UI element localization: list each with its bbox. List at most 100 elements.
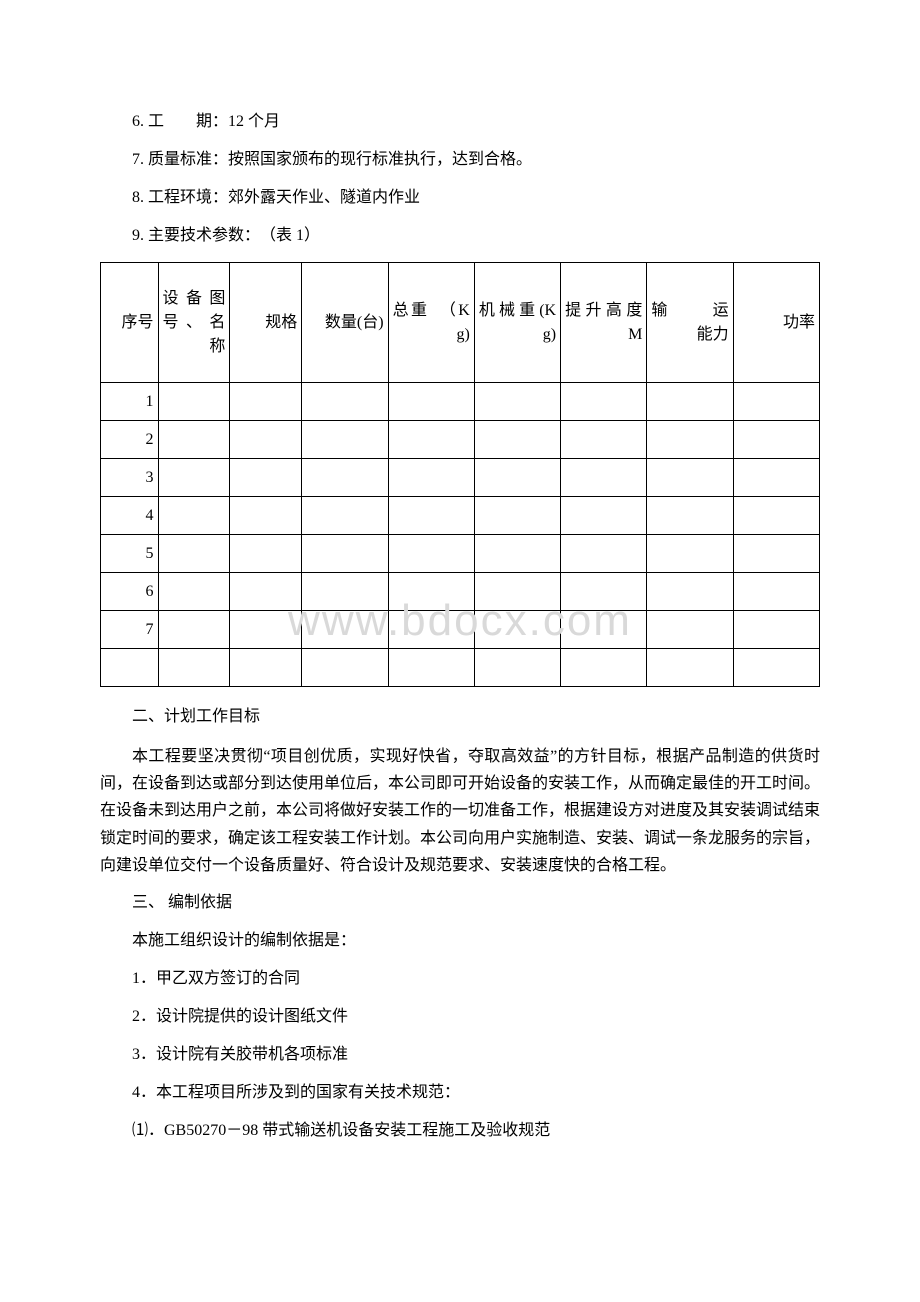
cell [230, 497, 302, 535]
col-capacity: 输运 能力 [647, 263, 733, 383]
cell-seq: 3 [101, 459, 159, 497]
item-9: 9. 主要技术参数： （表 1） [100, 224, 820, 248]
cell [733, 459, 819, 497]
cell [733, 649, 819, 687]
cell [474, 649, 560, 687]
table-header-row: 序号 设备图号、名称 规格 数量(台) 总重 （Kg) 机械重(Kg) 提升高度… [101, 263, 820, 383]
cell [388, 611, 474, 649]
cell [474, 535, 560, 573]
cell [302, 383, 388, 421]
cell [302, 649, 388, 687]
cell [388, 497, 474, 535]
cell [158, 649, 230, 687]
cell [230, 383, 302, 421]
cell [158, 535, 230, 573]
cell [388, 421, 474, 459]
section2-body: 本工程要坚决贯彻“项目创优质，实现好快省，夺取高效益”的方针目标，根据产品制造的… [100, 743, 820, 879]
table-row: 5 [101, 535, 820, 573]
section2-heading: 二、计划工作目标 [100, 705, 820, 729]
cell [733, 611, 819, 649]
cell [230, 573, 302, 611]
cell [230, 421, 302, 459]
basis-3: 3．设计院有关胶带机各项标准 [100, 1043, 820, 1067]
cell [561, 421, 647, 459]
section3-intro: 本施工组织设计的编制依据是： [100, 929, 820, 953]
cell [302, 459, 388, 497]
cell [561, 459, 647, 497]
col-spec: 规格 [230, 263, 302, 383]
col-power: 功率 [733, 263, 819, 383]
item-7: 7. 质量标准：按照国家颁布的现行标准执行，达到合格。 [100, 148, 820, 172]
cell [388, 649, 474, 687]
table-row: 3 [101, 459, 820, 497]
item-8: 8. 工程环境：郊外露天作业、隧道内作业 [100, 186, 820, 210]
cell-seq: 4 [101, 497, 159, 535]
cell [388, 459, 474, 497]
table-row: 7 [101, 611, 820, 649]
cell [230, 611, 302, 649]
cell [474, 573, 560, 611]
cell [474, 459, 560, 497]
cell [561, 497, 647, 535]
cell [302, 573, 388, 611]
cell [474, 611, 560, 649]
cell [302, 535, 388, 573]
cell-seq: 1 [101, 383, 159, 421]
col-lift-h: 提升高度 M [561, 263, 647, 383]
col-total-wt: 总重 （Kg) [388, 263, 474, 383]
cell [647, 573, 733, 611]
cell [158, 459, 230, 497]
cell [302, 421, 388, 459]
cell [647, 459, 733, 497]
cell [388, 573, 474, 611]
basis-4: 4．本工程项目所涉及到的国家有关技术规范： [100, 1081, 820, 1105]
cell [733, 421, 819, 459]
cell [647, 611, 733, 649]
cell [561, 611, 647, 649]
cell [158, 573, 230, 611]
cell [647, 497, 733, 535]
spec-table: 序号 设备图号、名称 规格 数量(台) 总重 （Kg) 机械重(Kg) 提升高度… [100, 262, 820, 687]
item-6: 6. 工 期：12 个月 [100, 110, 820, 134]
cell [230, 649, 302, 687]
col-mech-wt: 机械重(Kg) [474, 263, 560, 383]
table-row: 4 [101, 497, 820, 535]
cell-seq: 5 [101, 535, 159, 573]
cell [561, 383, 647, 421]
cell [474, 421, 560, 459]
cell [733, 573, 819, 611]
cell [302, 497, 388, 535]
table-row: 6 [101, 573, 820, 611]
table-row: 2 [101, 421, 820, 459]
cell [647, 649, 733, 687]
cell [158, 421, 230, 459]
cell [733, 497, 819, 535]
cell [388, 383, 474, 421]
col-seq: 序号 [101, 263, 159, 383]
cell [230, 459, 302, 497]
cell [474, 383, 560, 421]
cell [647, 535, 733, 573]
basis-1: 1．甲乙双方签订的合同 [100, 967, 820, 991]
cell [561, 573, 647, 611]
cell [158, 383, 230, 421]
cell [561, 649, 647, 687]
cell [158, 497, 230, 535]
cell [388, 535, 474, 573]
cell [733, 383, 819, 421]
cell [158, 611, 230, 649]
cell [474, 497, 560, 535]
cell [647, 383, 733, 421]
table-row: 1 [101, 383, 820, 421]
basis-2: 2．设计院提供的设计图纸文件 [100, 1005, 820, 1029]
cell-seq: 7 [101, 611, 159, 649]
cell [561, 535, 647, 573]
cell-seq: 6 [101, 573, 159, 611]
col-qty: 数量(台) [302, 263, 388, 383]
basis-5: ⑴．GB50270－98 带式输送机设备安装工程施工及验收规范 [100, 1119, 820, 1143]
cell [647, 421, 733, 459]
cell-seq: 2 [101, 421, 159, 459]
col-equipment: 设备图号、名称 [158, 263, 230, 383]
cell [302, 611, 388, 649]
cell-seq [101, 649, 159, 687]
